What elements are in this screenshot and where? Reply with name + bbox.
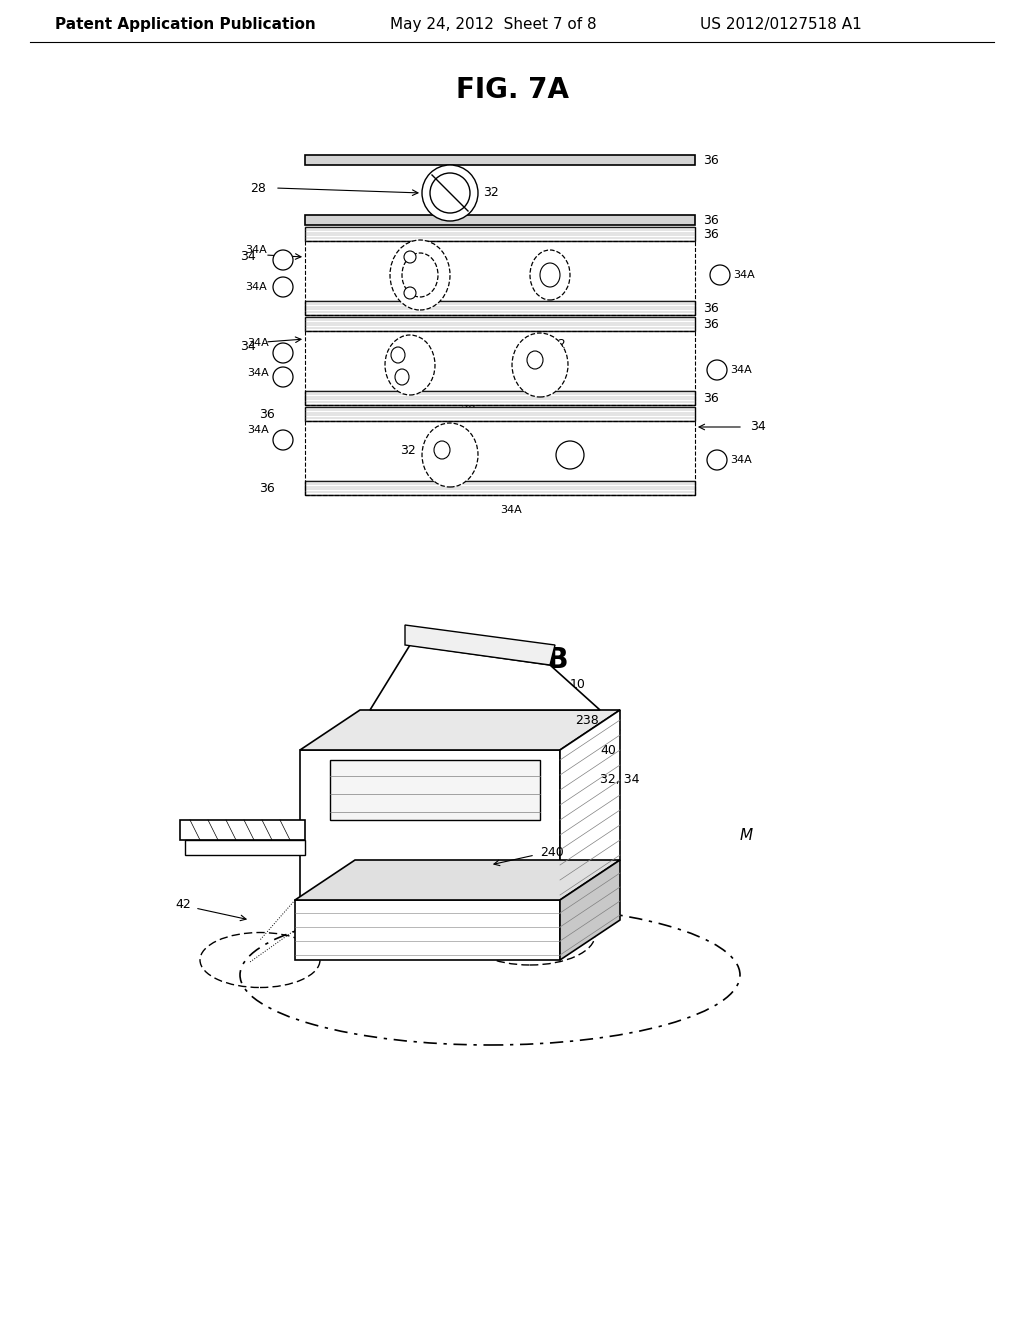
Ellipse shape (391, 347, 406, 363)
Text: 32, 34: 32, 34 (600, 774, 640, 787)
Bar (305, 154, 695, 165)
Text: 34A: 34A (500, 506, 522, 515)
Ellipse shape (404, 286, 416, 300)
Text: 34: 34 (240, 341, 256, 354)
Text: M: M (740, 828, 753, 842)
Ellipse shape (710, 265, 730, 285)
Text: 34: 34 (750, 421, 766, 433)
Ellipse shape (390, 240, 450, 310)
Polygon shape (370, 645, 600, 710)
Ellipse shape (273, 343, 293, 363)
Polygon shape (295, 900, 560, 960)
Polygon shape (300, 710, 620, 750)
Bar (305, 242, 695, 315)
Text: 34A: 34A (245, 246, 266, 255)
Text: 34A: 34A (247, 368, 268, 378)
Ellipse shape (707, 450, 727, 470)
Text: 238: 238 (575, 714, 599, 726)
Text: 34A: 34A (247, 425, 268, 436)
Text: 32: 32 (400, 444, 416, 457)
Ellipse shape (385, 335, 435, 395)
Ellipse shape (430, 173, 470, 213)
Text: 34A: 34A (730, 455, 752, 465)
Ellipse shape (273, 367, 293, 387)
Text: 32: 32 (470, 226, 485, 239)
Text: FIG. 7B: FIG. 7B (456, 645, 568, 675)
Polygon shape (560, 710, 620, 900)
Text: 10: 10 (570, 678, 586, 692)
Ellipse shape (434, 441, 450, 459)
Text: 36: 36 (703, 392, 719, 404)
Ellipse shape (512, 333, 568, 397)
Ellipse shape (707, 360, 727, 380)
Bar (305, 331, 695, 405)
Text: US 2012/0127518 A1: US 2012/0127518 A1 (700, 17, 862, 33)
Ellipse shape (527, 351, 543, 370)
Bar (305, 407, 695, 421)
Bar (305, 317, 695, 331)
Text: 32: 32 (550, 338, 565, 351)
Text: 42: 42 (175, 899, 190, 912)
Polygon shape (180, 820, 305, 840)
Text: 34A: 34A (247, 338, 268, 348)
Ellipse shape (556, 441, 584, 469)
Text: 34: 34 (240, 251, 256, 264)
Polygon shape (295, 861, 620, 900)
Ellipse shape (540, 263, 560, 286)
Text: 28: 28 (460, 404, 476, 417)
Ellipse shape (404, 251, 416, 263)
Text: 28: 28 (404, 226, 420, 239)
Text: Patent Application Publication: Patent Application Publication (55, 17, 315, 33)
Text: 36: 36 (703, 214, 719, 227)
Bar (305, 421, 695, 495)
Ellipse shape (530, 249, 570, 300)
Bar (305, 301, 695, 315)
Ellipse shape (395, 370, 409, 385)
Text: 34A: 34A (733, 271, 755, 280)
Ellipse shape (273, 277, 293, 297)
Text: 36: 36 (703, 318, 719, 330)
Text: 28: 28 (250, 181, 266, 194)
Text: 28: 28 (424, 315, 440, 329)
Ellipse shape (402, 253, 438, 297)
Polygon shape (560, 861, 620, 960)
Text: 36: 36 (259, 408, 275, 421)
Ellipse shape (422, 165, 478, 220)
Text: 34A: 34A (245, 282, 266, 292)
Polygon shape (300, 750, 560, 900)
Polygon shape (406, 624, 555, 665)
Text: May 24, 2012  Sheet 7 of 8: May 24, 2012 Sheet 7 of 8 (390, 17, 597, 33)
Text: 32: 32 (483, 186, 499, 199)
Text: FIG. 7A: FIG. 7A (456, 77, 568, 104)
Text: 34A: 34A (730, 366, 752, 375)
Text: 36: 36 (703, 153, 719, 166)
Ellipse shape (273, 249, 293, 271)
Bar (305, 227, 695, 242)
Text: 40: 40 (600, 743, 615, 756)
Ellipse shape (422, 422, 478, 487)
Polygon shape (330, 760, 540, 820)
Text: 36: 36 (703, 301, 719, 314)
Bar (305, 480, 695, 495)
Polygon shape (185, 840, 305, 855)
Ellipse shape (273, 430, 293, 450)
Text: 240: 240 (540, 846, 564, 858)
Text: 36: 36 (259, 482, 275, 495)
Text: 36: 36 (703, 227, 719, 240)
Bar (305, 391, 695, 405)
Bar (305, 215, 695, 224)
